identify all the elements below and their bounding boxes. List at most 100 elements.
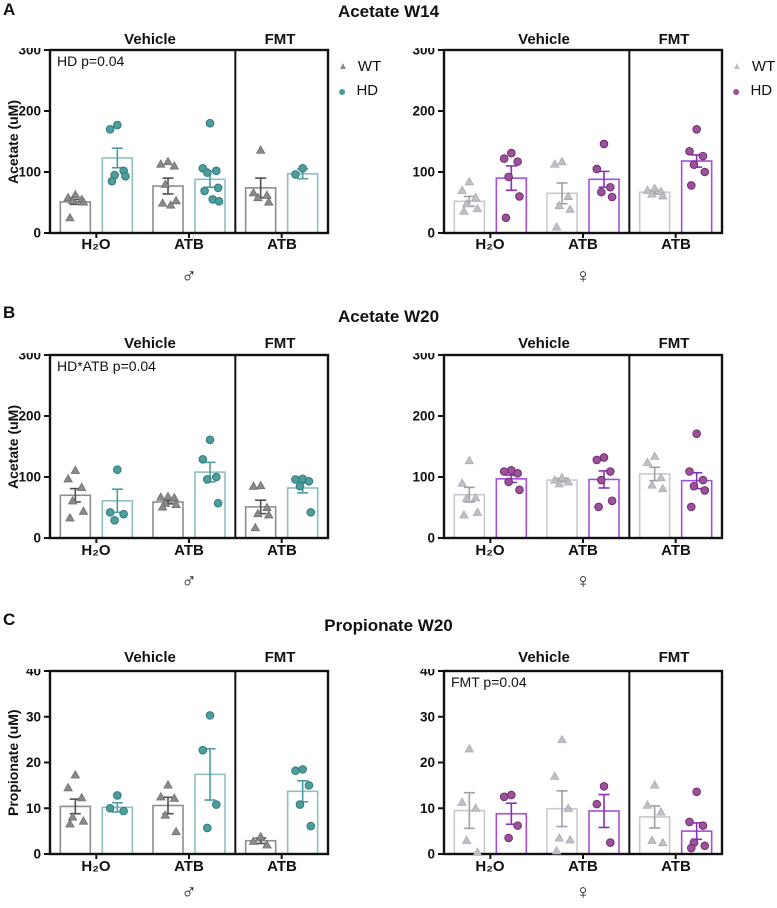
bar-scatter-chart: 0 10 20 30 40: [420, 669, 724, 862]
panel-a-female-subplot: Vehicle FMT 0 100 200 300 H₂O ATB ATB ♀ ▲ W…: [394, 0, 777, 297]
hd-legend-item: ● HD: [732, 82, 775, 99]
bar-scatter-chart: 0 100 200 300: [18, 48, 330, 241]
bar-scatter-chart: 0 100 200 300: [412, 353, 724, 546]
female-symbol: ♀: [575, 265, 591, 288]
x-label-atb-fmt: ATB: [267, 858, 297, 875]
panel-label-c: C: [3, 610, 16, 629]
x-label-h2o: H₂O: [475, 542, 505, 559]
vehicle-header: Vehicle: [124, 335, 176, 352]
male-symbol: ♂: [181, 570, 197, 593]
wt-legend-item: ▲ WT: [732, 58, 775, 75]
stats-annotation: FMT p=0.04: [451, 674, 527, 690]
panel-c-row: C Propionate W20 Vehicle FMT Propionate …: [0, 602, 777, 908]
panel-a-male-subplot: Vehicle FMT Acetate (uM) 0 100 200 300 HD p…: [0, 0, 383, 297]
svg-text:300: 300: [412, 48, 435, 58]
x-label-h2o: H₂O: [475, 858, 505, 875]
female-symbol: ♀: [575, 570, 591, 593]
hd-legend-label: HD: [750, 82, 773, 99]
x-label-h2o: H₂O: [475, 236, 505, 253]
svg-text:200: 200: [18, 409, 41, 424]
x-label-atb-fmt: ATB: [661, 236, 691, 253]
bar-scatter-chart: 0 100 200 300: [18, 353, 330, 546]
vehicle-header: Vehicle: [124, 31, 176, 48]
svg-text:0: 0: [33, 847, 41, 862]
stats-annotation: HD p=0.04: [57, 53, 125, 69]
x-label-atb-vehicle: ATB: [568, 858, 598, 875]
svg-text:20: 20: [26, 755, 41, 770]
svg-text:0: 0: [427, 531, 435, 546]
vehicle-header: Vehicle: [124, 649, 176, 666]
panel-b-title: Acetate W20: [337, 307, 440, 326]
svg-text:0: 0: [427, 847, 435, 862]
svg-text:40: 40: [420, 669, 435, 679]
x-label-atb-vehicle: ATB: [174, 858, 204, 875]
female-symbol: ♀: [575, 881, 591, 904]
panel-b-row: B Acetate W20 Vehicle FMT Acetate (uM) 0…: [0, 297, 777, 602]
x-label-atb-fmt: ATB: [267, 542, 297, 559]
x-label-h2o: H₂O: [81, 236, 111, 253]
svg-text:0: 0: [33, 531, 41, 546]
wt-legend-label: WT: [357, 58, 382, 75]
bar-scatter-chart: 0 100 200 300: [412, 48, 724, 241]
stats-annotation: HD*ATB p=0.04: [57, 358, 156, 374]
fmt-header: FMT: [658, 31, 690, 48]
fmt-header: FMT: [264, 649, 296, 666]
x-label-h2o: H₂O: [81, 542, 111, 559]
panel-a-row: A Acetate W14 Vehicle FMT Acetate (uM) 0…: [0, 0, 777, 297]
legend: ▲ WT ● HD: [338, 58, 381, 99]
x-label-atb-vehicle: ATB: [174, 542, 204, 559]
svg-text:10: 10: [26, 801, 41, 816]
svg-text:30: 30: [420, 709, 435, 724]
x-label-atb-fmt: ATB: [661, 858, 691, 875]
svg-text:300: 300: [412, 353, 435, 363]
svg-text:300: 300: [18, 48, 41, 58]
vehicle-header: Vehicle: [518, 335, 570, 352]
wt-triangle-icon: ▲: [732, 60, 742, 72]
x-label-atb-fmt: ATB: [267, 236, 297, 253]
x-label-atb-fmt: ATB: [661, 542, 691, 559]
x-label-atb-vehicle: ATB: [174, 236, 204, 253]
panel-label-b: B: [3, 303, 16, 322]
svg-text:10: 10: [420, 801, 435, 816]
x-label-atb-vehicle: ATB: [568, 542, 598, 559]
bar-scatter-chart: 0 10 20 30 40: [26, 669, 330, 862]
svg-text:100: 100: [18, 165, 41, 180]
hd-legend-label: HD: [356, 82, 379, 99]
svg-text:100: 100: [18, 470, 41, 485]
svg-text:200: 200: [18, 104, 41, 119]
legend: ▲ WT ● HD: [732, 58, 775, 99]
panel-b-female-subplot: Vehicle FMT 0 100 200 300 H₂O ATB ATB ♀: [394, 297, 777, 602]
svg-text:100: 100: [412, 165, 435, 180]
x-label-h2o: H₂O: [81, 858, 111, 875]
svg-text:40: 40: [26, 669, 41, 679]
panel-label-a: A: [3, 0, 16, 19]
fmt-header: FMT: [264, 335, 296, 352]
wt-legend-label: WT: [751, 58, 776, 75]
svg-text:200: 200: [412, 409, 435, 424]
vehicle-header: Vehicle: [518, 31, 570, 48]
svg-text:200: 200: [412, 104, 435, 119]
svg-text:30: 30: [26, 709, 41, 724]
svg-text:20: 20: [420, 755, 435, 770]
fmt-header: FMT: [264, 31, 296, 48]
vehicle-header: Vehicle: [518, 649, 570, 666]
hd-legend-item: ● HD: [338, 82, 381, 99]
svg-text:100: 100: [412, 470, 435, 485]
panel-c-male-subplot: Vehicle FMT Propionate (uM) 0 10 20 30 40 H₂…: [0, 602, 383, 908]
x-label-atb-vehicle: ATB: [568, 236, 598, 253]
panel-a-title: Acetate W14: [337, 2, 440, 21]
panel-c-title: Propionate W20: [324, 616, 453, 635]
wt-legend-item: ▲ WT: [338, 58, 381, 75]
hd-circle-icon: ●: [338, 82, 347, 99]
svg-text:0: 0: [427, 226, 435, 241]
fmt-header: FMT: [658, 649, 690, 666]
wt-triangle-icon: ▲: [338, 60, 348, 72]
svg-text:300: 300: [18, 353, 41, 363]
male-symbol: ♂: [181, 881, 197, 904]
fmt-header: FMT: [658, 335, 690, 352]
svg-text:0: 0: [33, 226, 41, 241]
hd-circle-icon: ●: [732, 82, 741, 99]
panel-c-female-subplot: Vehicle FMT 0 10 20 30 40 FMT p=0.04 H₂O ATB…: [394, 602, 777, 908]
male-symbol: ♂: [181, 265, 197, 288]
